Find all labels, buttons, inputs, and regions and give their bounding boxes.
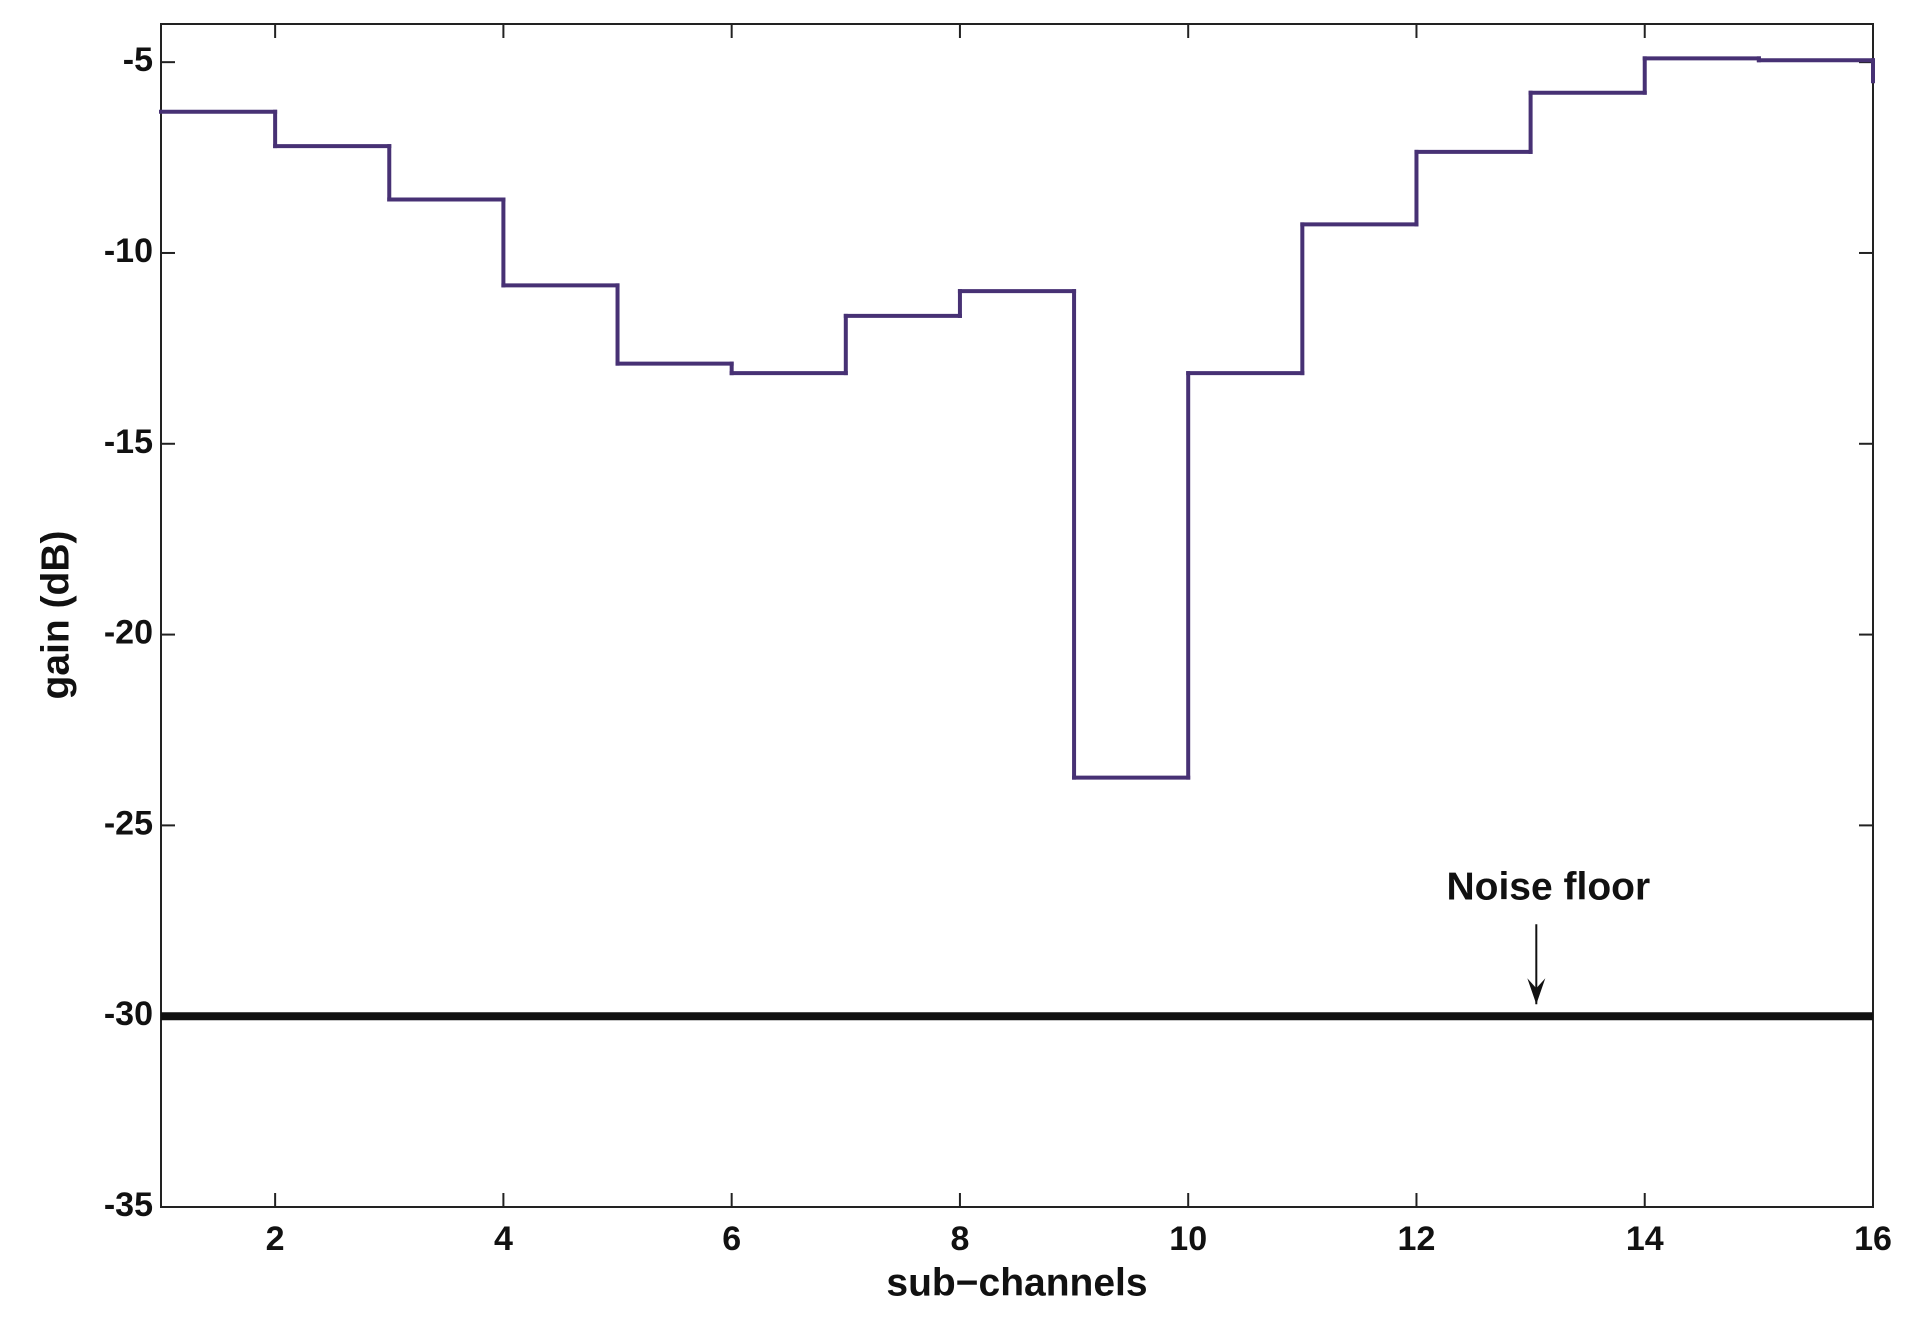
annotation-arrowhead [1527, 978, 1546, 1005]
y-tick-label: -15 [104, 423, 153, 461]
y-tick-label: -35 [104, 1186, 153, 1224]
x-tick-label: 4 [494, 1220, 513, 1258]
x-tick-label: 14 [1626, 1220, 1664, 1258]
y-tick-label: -20 [104, 614, 153, 652]
y-tick-label: -5 [123, 41, 153, 79]
y-tick-label: -10 [104, 232, 153, 270]
x-tick-label: 2 [266, 1220, 285, 1258]
x-axis-label: sub−channels [886, 1261, 1147, 1304]
y-tick-label: -25 [104, 804, 153, 842]
x-tick-label: 8 [950, 1220, 969, 1258]
x-tick-label: 16 [1854, 1220, 1892, 1258]
y-axis-label: gain (dB) [34, 531, 77, 700]
x-tick-label: 12 [1398, 1220, 1436, 1258]
plot-area [160, 23, 1874, 1208]
y-tick-label: -30 [104, 995, 153, 1033]
annotation-text: Noise floor [1446, 865, 1650, 908]
x-tick-label: 10 [1169, 1220, 1207, 1258]
x-tick-label: 6 [722, 1220, 741, 1258]
